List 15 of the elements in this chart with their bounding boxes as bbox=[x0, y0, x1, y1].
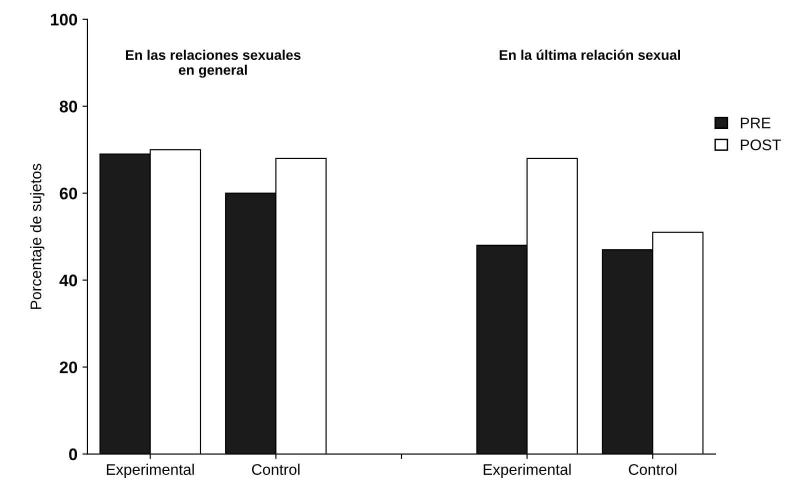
annotation: En las relaciones sexuales en general bbox=[126, 50, 301, 78]
x-tick-label: Control bbox=[628, 464, 676, 475]
x-tick-label: Control bbox=[252, 464, 300, 475]
y-axis-title: Porcentaje de sujetos bbox=[30, 164, 44, 309]
legend-label: PRE bbox=[740, 118, 770, 128]
y-tick-label: 0 bbox=[69, 448, 78, 460]
y-tick-label: 40 bbox=[59, 274, 78, 286]
y-tick-label: 80 bbox=[60, 100, 78, 112]
annotation: En la última relación sexual bbox=[500, 50, 680, 60]
y-tick-label: 20 bbox=[60, 361, 78, 374]
y-tick-label: 100 bbox=[50, 14, 78, 26]
y-tick-label: 60 bbox=[60, 188, 78, 200]
x-tick-label: Experimental bbox=[106, 464, 194, 478]
legend-label: POST bbox=[740, 139, 781, 150]
x-tick-label: Experimental bbox=[484, 464, 571, 478]
